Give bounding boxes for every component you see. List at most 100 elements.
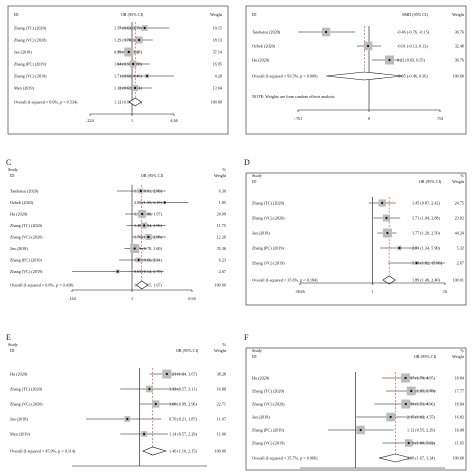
study-es-value: 5.39 (1.82, 15.96) <box>412 261 443 267</box>
study-point <box>163 201 166 204</box>
study-label: Ozbek (2020) <box>252 44 276 49</box>
study-weight-value: 37.14 <box>213 50 223 55</box>
study-point <box>126 417 129 421</box>
study-point <box>386 231 389 235</box>
study-point <box>324 30 328 34</box>
study-label: Zhang (PC) (2019) <box>252 246 284 251</box>
es-column-header: SMD (95% CI) <box>402 12 428 17</box>
study-header: Study <box>8 342 19 347</box>
study-label: Zhang (TC) (2020) <box>252 201 285 206</box>
study-label: Hu (2020) <box>10 212 28 217</box>
overall-weight-value: 100.00 <box>210 100 222 105</box>
panel-label: D <box>244 158 250 167</box>
study-label: Jan (2018) <box>10 246 28 251</box>
overall-diamond <box>382 275 396 285</box>
x-tick-label: .0626 <box>295 289 304 294</box>
study-label: Zhang (TC) (2020) <box>14 26 47 31</box>
study-point <box>410 389 413 393</box>
study-weight-value: 5.32 <box>457 246 464 251</box>
es-column-header: OR (95% CI) <box>176 348 199 353</box>
x-tick-label: 1 <box>371 289 373 294</box>
study-es-value: 1.12 (0.62, 2.04) <box>114 86 143 92</box>
study-label: Zhang (VC) (2019) <box>252 441 285 446</box>
study-es-value: 1.71 (0.66, 4.46) <box>114 74 143 80</box>
forest-panel-e: E Study% ID OR (95% CI) Weight Hu (2020) 2.21 … <box>2 330 234 472</box>
study-weight-value: 11.06 <box>217 432 226 437</box>
study-es-value: 3.18 (1.80, 5.62) <box>407 441 436 447</box>
study-weight-value: 10.15 <box>213 26 222 31</box>
study-point <box>134 86 137 90</box>
overall-es-value: 1.37 (1.15, 1.67) <box>134 283 163 289</box>
study-point <box>145 74 149 78</box>
study-point <box>154 402 157 406</box>
study-label: Zhang (PC) (2019) <box>14 62 46 67</box>
study-es-value: 1.09 (0.78, 1.60) <box>134 246 163 252</box>
overall-weight-value: 100.00 <box>214 449 226 454</box>
overall-label: Overall (I-squared = 35.6%, p = 0.184) <box>252 278 318 284</box>
study-label: Hu (2020) <box>252 376 270 381</box>
study-point <box>147 235 150 239</box>
weight-column-header: Weight <box>452 12 465 17</box>
percent-header: % <box>461 348 465 353</box>
study-weight-value: 2.67 <box>457 261 464 266</box>
study-point <box>389 415 392 419</box>
study-es-value: 1.29 (0.78, 2.09) <box>114 38 143 44</box>
study-header: Study <box>8 167 19 172</box>
study-label: Jan (2018) <box>252 415 270 420</box>
study-weight-value: 1.05 <box>219 200 226 205</box>
study-label: Jan (2018) <box>14 50 32 55</box>
study-point <box>385 216 388 220</box>
weight-column-header: Weight <box>452 354 465 359</box>
overall-diamond <box>326 71 403 81</box>
study-label: Zhang (VC) (2019) <box>10 269 43 274</box>
study-weight-value: 16.95 <box>213 62 222 67</box>
overall-es-value: 1.12 (0.90, 1.39) <box>114 100 143 106</box>
study-label: Tatebatsu (2020) <box>10 189 39 194</box>
x-tick-label: 16 <box>443 289 447 294</box>
study-weight-value: 18.84 <box>455 402 465 407</box>
x-tick-label: 1 <box>131 118 133 123</box>
study-point <box>132 62 135 66</box>
panel-label: C <box>6 158 11 167</box>
study-label: Zhang (VC) (2019) <box>252 261 285 266</box>
study-header: Study <box>252 348 263 353</box>
study-point <box>116 270 119 273</box>
weights-note: NOTE: Weights are from random effects an… <box>252 94 335 99</box>
study-weight-value: 16.82 <box>455 415 464 420</box>
forest-panel-c: C Study% ID OR (95% CI) Weight Tatebatsu (202… <box>2 155 234 315</box>
study-es-value: 1.77 (1.20, 2.50) <box>412 231 441 237</box>
overall-weight-value: 100.00 <box>214 283 226 288</box>
study-weight-value: 4.20 <box>215 74 222 79</box>
overall-label: Overall (I-squared = 35.7%, p = 0.066) <box>252 456 318 462</box>
id-column-header: ID <box>252 354 256 359</box>
overall-es-value: 1.46 (1.10, 2.15) <box>169 449 198 455</box>
forest-panel-a: ID OR (95% CI) Weight Zhang (TC) (2020) 1.57… <box>2 2 234 145</box>
study-weight-value: 24.09 <box>217 212 226 217</box>
study-weight-value: 18.13 <box>213 38 222 43</box>
study-point <box>133 247 136 250</box>
study-point <box>415 261 418 265</box>
study-point <box>388 58 391 62</box>
panel-label: E <box>6 333 11 342</box>
overall-weight-value: 100.00 <box>452 74 464 79</box>
weight-column-header: Weight <box>214 173 227 178</box>
percent-header: % <box>223 342 227 347</box>
panel-frame <box>245 172 467 306</box>
study-label: Zhang (TC) (2020) <box>10 387 43 392</box>
forest-plot-d: D Study % ID OR (95% CI) Weight Zhang (TC) (20… <box>244 158 467 306</box>
study-es-value: 1.04 (0.58, 1.88) <box>114 62 143 68</box>
forest-panel-b: ID SMD (95% CI) Weight Tatebatsu (2020) -0.4… <box>240 2 472 145</box>
study-es-value: 1.48 (0.84, 2.96) <box>134 223 163 229</box>
panel-frame <box>245 347 467 471</box>
study-label: Men (2019) <box>14 86 34 91</box>
study-label: Zhang (PC) (2019) <box>252 428 284 433</box>
study-es-value: 1.14 (0.57, 2.29) <box>169 432 198 438</box>
overall-diamond <box>128 97 142 107</box>
x-tick-label: .224 <box>86 118 94 123</box>
study-weight-value: 11.75 <box>217 223 226 228</box>
overall-label: Overall (I-squared = 0.0%, p = 0.430) <box>10 283 74 289</box>
study-header: Study <box>252 173 263 178</box>
id-column-header: ID <box>14 12 18 17</box>
x-tick-label: -.761 <box>294 116 303 121</box>
